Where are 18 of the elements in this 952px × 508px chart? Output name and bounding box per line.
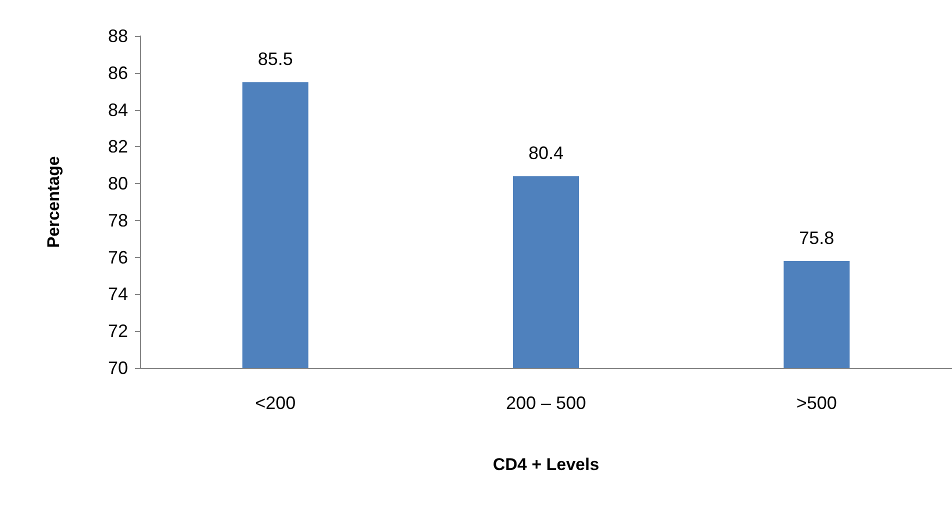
data-label: 80.4 [528, 143, 564, 164]
data-label: 75.8 [799, 228, 834, 248]
x-tick-label: <200 [255, 393, 296, 413]
x-tick-label: 200 – 500 [506, 393, 586, 413]
y-tick-label: 84 [108, 100, 128, 120]
y-axis-title: Percentage [44, 156, 63, 248]
y-tick-label: 76 [108, 247, 128, 268]
y-tick-label: 80 [108, 174, 128, 194]
y-tick-label: 70 [108, 358, 128, 378]
y-tick-label: 72 [108, 321, 128, 342]
x-axis-title: CD4 + Levels [492, 455, 600, 474]
y-tick-label: 88 [108, 26, 128, 46]
y-tick-label: 78 [108, 210, 128, 230]
y-tick-label: 86 [108, 62, 128, 83]
data-label: 85.5 [258, 49, 293, 70]
y-tick-label: 74 [108, 284, 128, 304]
x-tick-label: >500 [796, 393, 837, 413]
y-tick-label: 82 [108, 136, 128, 157]
